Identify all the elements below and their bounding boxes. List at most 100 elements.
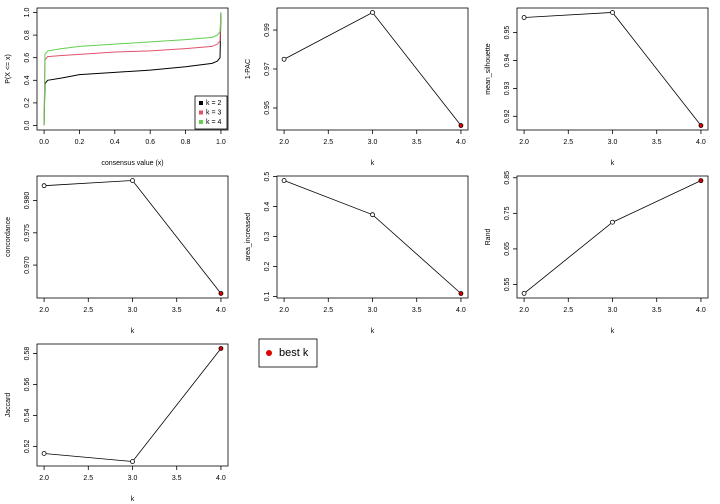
y-tick-label: 0.95 — [264, 101, 271, 115]
y-axis-label: Rand — [485, 229, 492, 246]
point — [370, 10, 375, 15]
legend-label: k = 3 — [206, 109, 221, 116]
plot-box — [276, 7, 469, 131]
y-tick-label: 0.4 — [24, 75, 31, 85]
x-tick-label: 4.0 — [456, 307, 466, 314]
y-tick-label: 0.85 — [504, 171, 511, 185]
x-tick-label: 2.5 — [83, 475, 93, 482]
x-tick-label: 4.0 — [216, 307, 226, 314]
x-tick-label: 2.0 — [39, 307, 49, 314]
x-axis-label: k — [131, 328, 135, 335]
plot-box — [36, 343, 229, 467]
x-tick-label: 4.0 — [696, 307, 706, 314]
x-tick-label: 3.0 — [608, 139, 618, 146]
line — [523, 180, 702, 294]
y-tick-label: 0.75 — [504, 206, 511, 220]
x-tick-label: 2.0 — [279, 307, 289, 314]
legend-marker — [266, 350, 272, 356]
ecdf-line — [43, 12, 222, 126]
y-tick-label: 0.2 — [24, 98, 31, 108]
y-tick-label: 0.4 — [264, 202, 271, 212]
y-tick-label: 0.6 — [24, 53, 31, 63]
y-axis-label: Jaccard — [5, 393, 12, 418]
line — [524, 12, 702, 126]
y-tick-label: 0.54 — [24, 409, 31, 423]
legend-label: k = 4 — [206, 119, 221, 126]
y-tick-label: 0.0 — [24, 121, 31, 131]
point — [130, 459, 135, 464]
point — [610, 10, 615, 15]
x-tick-label: 0.4 — [110, 139, 120, 146]
line — [283, 180, 462, 294]
y-tick-label: 0.55 — [504, 278, 511, 292]
y-tick-label: 0.92 — [504, 109, 511, 123]
x-tick-label: 3.5 — [172, 307, 182, 314]
y-axis-label: P(X <= x) — [5, 54, 12, 84]
x-tick-label: 2.0 — [39, 475, 49, 482]
x-tick-label: 1.0 — [216, 139, 226, 146]
x-axis-label: k — [371, 328, 375, 335]
y-tick-label: 1.0 — [24, 8, 31, 18]
point — [458, 123, 464, 128]
x-tick-label: 3.0 — [128, 307, 138, 314]
y-tick-label: 0.58 — [24, 347, 31, 361]
x-tick-label: 0.8 — [181, 139, 191, 146]
y-tick-label: 0.975 — [24, 224, 31, 242]
y-tick-label: 0.94 — [504, 54, 511, 68]
point — [370, 212, 375, 218]
x-tick-label: 3.5 — [412, 307, 422, 314]
x-tick-label: 2.5 — [83, 307, 93, 314]
x-tick-label: 3.0 — [608, 307, 618, 314]
point — [41, 451, 47, 456]
y-tick-label: 0.95 — [504, 26, 511, 40]
line — [44, 180, 222, 294]
x-tick-label: 2.0 — [279, 139, 289, 146]
y-tick-label: 0.1 — [264, 292, 271, 302]
plot-box — [36, 7, 229, 131]
y-axis-label: mean_silhouette — [485, 43, 492, 94]
y-tick-label: 0.56 — [24, 378, 31, 392]
line — [283, 11, 462, 126]
x-axis-label: k — [611, 160, 615, 167]
x-tick-label: 2.5 — [323, 307, 333, 314]
x-axis-label: k — [131, 496, 135, 503]
point — [521, 290, 527, 296]
plot-box — [36, 175, 229, 299]
y-tick-label: 0.99 — [264, 23, 271, 37]
x-tick-label: 0.6 — [145, 139, 155, 146]
legend-swatch — [199, 110, 203, 115]
point — [698, 178, 704, 184]
x-tick-label: 2.0 — [519, 139, 529, 146]
x-tick-label: 2.5 — [563, 139, 573, 146]
point — [281, 178, 287, 183]
y-axis-label: area_increased — [245, 213, 252, 261]
y-tick-label: 0.97 — [264, 62, 271, 76]
point — [130, 178, 135, 183]
x-tick-label: 2.5 — [323, 139, 333, 146]
y-tick-label: 0.3 — [264, 232, 271, 242]
y-tick-label: 0.93 — [504, 81, 511, 95]
x-tick-label: 3.0 — [368, 307, 378, 314]
x-axis-label: k — [371, 160, 375, 167]
legend-label: best k — [279, 347, 309, 359]
x-tick-label: 4.0 — [216, 475, 226, 482]
point — [521, 15, 527, 20]
point — [41, 183, 47, 189]
plot-box — [516, 7, 709, 131]
point — [218, 346, 224, 351]
x-tick-label: 2.0 — [519, 307, 529, 314]
point — [281, 56, 287, 62]
x-tick-label: 3.5 — [172, 475, 182, 482]
y-tick-label: 0.2 — [264, 262, 271, 272]
x-axis-label: k — [611, 328, 615, 335]
x-tick-label: 4.0 — [456, 139, 466, 146]
legend-swatch — [199, 120, 203, 124]
x-axis-label: consensus value (x) — [101, 160, 163, 167]
x-tick-label: 0.0 — [39, 139, 49, 146]
y-tick-label: 0.5 — [264, 172, 271, 182]
y-tick-label: 0.970 — [24, 256, 31, 274]
x-tick-label: 4.0 — [696, 139, 706, 146]
y-axis-label: 1-PAC — [245, 59, 252, 79]
x-tick-label: 3.5 — [652, 139, 662, 146]
